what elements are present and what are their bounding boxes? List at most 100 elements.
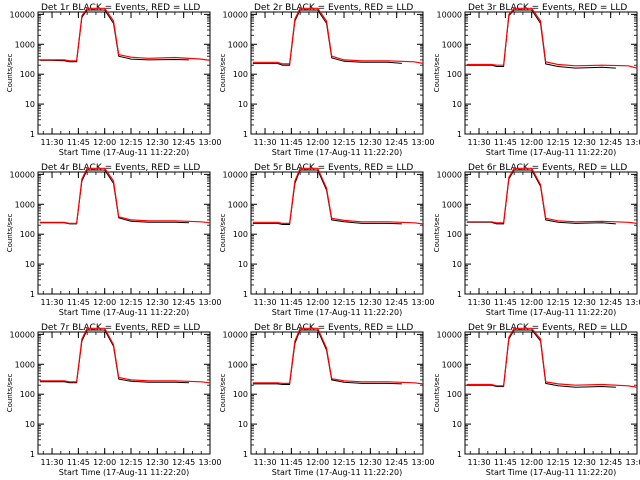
y-tick-label: 1000 <box>442 40 462 49</box>
x-tick-label: 12:45 <box>385 458 408 467</box>
x-axis-label: Start Time (17-Aug-11 11:22:20) <box>272 468 403 477</box>
chart-title: Det 4r BLACK = Events, RED = LLD <box>41 163 200 173</box>
x-tick-label: 11:30 <box>468 298 491 307</box>
y-tick-label: 100 <box>233 230 248 239</box>
x-tick-label: 13:00 <box>625 458 640 467</box>
x-tick-label: 13:00 <box>411 458 434 467</box>
y-tick-label: 10000 <box>437 170 462 179</box>
x-axis-label: Start Time (17-Aug-11 11:22:20) <box>59 468 190 477</box>
y-tick-label: 1 <box>243 130 248 139</box>
chart-title: Det 6r BLACK = Events, RED = LLD <box>468 163 627 173</box>
plot-frame <box>464 171 638 295</box>
y-tick-label: 10 <box>238 100 248 109</box>
x-tick-label: 12:30 <box>359 138 382 147</box>
y-axis-label: Counts/sec <box>219 374 227 413</box>
x-tick-label: 12:45 <box>385 298 408 307</box>
x-tick-label: 12:00 <box>93 458 116 467</box>
y-tick-label: 1000 <box>228 200 248 209</box>
x-tick-label: 12:30 <box>573 458 596 467</box>
x-tick-label: 12:30 <box>359 458 382 467</box>
y-axis-label: Counts/sec <box>6 214 14 253</box>
x-tick-label: 12:30 <box>146 298 169 307</box>
x-tick-label: 12:45 <box>172 138 195 147</box>
series-line-events <box>39 169 189 225</box>
x-axis-label: Start Time (17-Aug-11 11:22:20) <box>486 308 617 317</box>
x-tick-label: 12:45 <box>172 298 195 307</box>
x-tick-label: 11:30 <box>41 298 64 307</box>
y-tick-label: 10 <box>25 420 35 429</box>
y-tick-label: 1 <box>243 290 248 299</box>
y-tick-label: 10 <box>25 260 35 269</box>
series-line-lld <box>252 7 424 65</box>
series-line-events <box>252 329 402 385</box>
x-tick-label: 13:00 <box>198 138 221 147</box>
y-tick-label: 1000 <box>228 360 248 369</box>
x-axis-label: Start Time (17-Aug-11 11:22:20) <box>272 148 403 157</box>
plot-frame <box>250 331 424 455</box>
plot-frame <box>37 171 211 295</box>
x-tick-label: 12:15 <box>119 458 142 467</box>
y-tick-label: 10000 <box>223 330 248 339</box>
x-tick-label: 13:00 <box>198 298 221 307</box>
chart-panel-6: Det 6r BLACK = Events, RED = LLD 1 10 100 10… <box>433 163 640 317</box>
x-tick-label: 12:45 <box>172 458 195 467</box>
x-tick-label: 11:30 <box>254 458 277 467</box>
x-tick-label: 12:15 <box>119 298 142 307</box>
x-tick-label: 13:00 <box>411 298 434 307</box>
plot-frame <box>464 331 638 455</box>
chart-title: Det 5r BLACK = Events, RED = LLD <box>254 163 413 173</box>
x-tick-label: 12:15 <box>546 298 569 307</box>
y-axis-label: Counts/sec <box>219 54 227 93</box>
chart-panel-7: Det 7r BLACK = Events, RED = LLD 1 10 100 10… <box>6 323 222 477</box>
y-tick-label: 1 <box>457 290 462 299</box>
x-axis-label: Start Time (17-Aug-11 11:22:20) <box>59 148 190 157</box>
x-tick-label: 12:30 <box>573 138 596 147</box>
chart-title: Det 2r BLACK = Events, RED = LLD <box>254 3 413 13</box>
series-line-lld <box>39 167 211 224</box>
x-axis-label: Start Time (17-Aug-11 11:22:20) <box>486 148 617 157</box>
y-tick-label: 100 <box>447 70 462 79</box>
series-line-events <box>252 9 402 66</box>
x-tick-label: 11:45 <box>280 138 303 147</box>
x-tick-label: 11:30 <box>254 138 277 147</box>
y-tick-label: 100 <box>233 390 248 399</box>
y-tick-label: 100 <box>447 230 462 239</box>
x-tick-label: 12:15 <box>332 298 355 307</box>
y-axis-label: Counts/sec <box>6 54 14 93</box>
x-tick-label: 12:15 <box>332 458 355 467</box>
series-line-lld <box>252 167 424 225</box>
x-tick-label: 12:15 <box>546 458 569 467</box>
y-tick-label: 100 <box>233 70 248 79</box>
x-tick-label: 11:30 <box>468 138 491 147</box>
x-tick-label: 12:45 <box>599 138 622 147</box>
x-tick-label: 11:30 <box>41 458 64 467</box>
x-tick-label: 12:00 <box>93 298 116 307</box>
x-tick-label: 12:15 <box>546 138 569 147</box>
x-tick-label: 11:45 <box>494 298 517 307</box>
series-line-events <box>39 9 189 63</box>
series-line-lld <box>252 327 424 385</box>
y-tick-label: 1000 <box>15 200 35 209</box>
y-tick-label: 10000 <box>10 330 35 339</box>
plot-frame <box>464 11 638 135</box>
x-tick-label: 12:00 <box>520 458 543 467</box>
chart-panel-3: Det 3r BLACK = Events, RED = LLD 1 10 100 10… <box>433 3 640 157</box>
y-tick-label: 10 <box>238 420 248 429</box>
y-tick-label: 1000 <box>442 200 462 209</box>
y-tick-label: 1 <box>30 450 35 459</box>
x-tick-label: 11:45 <box>280 458 303 467</box>
x-axis-label: Start Time (17-Aug-11 11:22:20) <box>59 308 190 317</box>
series-line-events <box>39 329 189 384</box>
y-tick-label: 100 <box>20 230 35 239</box>
y-tick-label: 10 <box>452 100 462 109</box>
y-tick-label: 1 <box>457 450 462 459</box>
x-tick-label: 11:45 <box>67 458 90 467</box>
plot-frame <box>37 331 211 455</box>
plot-frame <box>37 11 211 135</box>
y-tick-label: 10000 <box>223 170 248 179</box>
x-tick-label: 12:45 <box>385 138 408 147</box>
x-tick-label: 13:00 <box>198 458 221 467</box>
chart-panel-2: Det 2r BLACK = Events, RED = LLD 1 10 100 10… <box>219 3 435 157</box>
x-tick-label: 12:00 <box>306 458 329 467</box>
x-tick-label: 11:30 <box>41 138 64 147</box>
